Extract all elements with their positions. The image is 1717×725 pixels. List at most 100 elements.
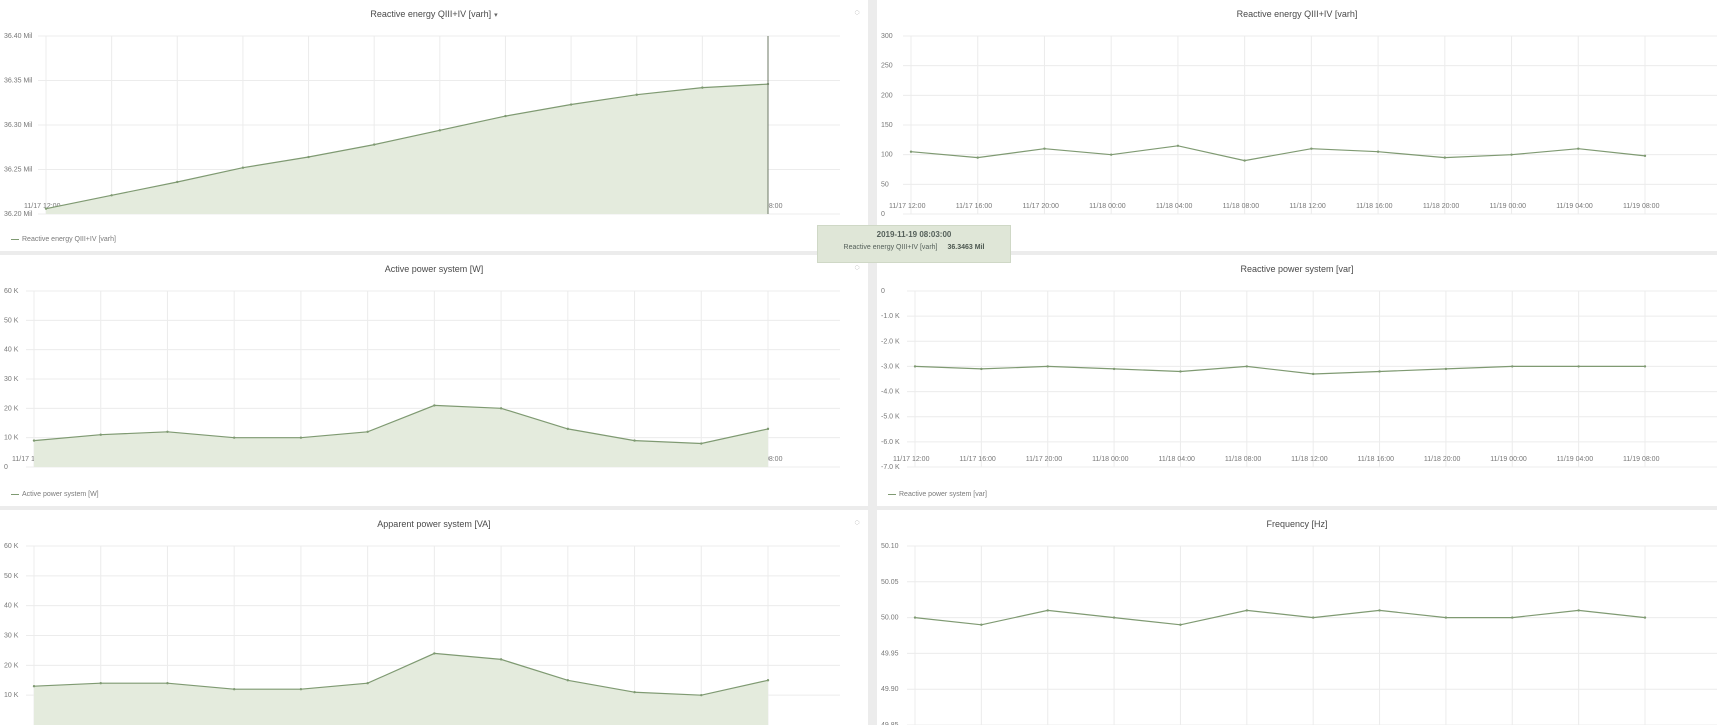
- data-point[interactable]: [32, 439, 36, 442]
- data-point[interactable]: [166, 430, 169, 433]
- series-line[interactable]: [45, 83, 769, 210]
- data-point[interactable]: [1245, 365, 1249, 368]
- series-line[interactable]: [33, 652, 769, 696]
- data-point[interactable]: [1311, 616, 1315, 619]
- data-point[interactable]: [569, 103, 573, 106]
- data-point[interactable]: [372, 143, 376, 146]
- data-point[interactable]: [499, 407, 503, 410]
- x-tick-label: 11/19 04:00: [1557, 456, 1594, 463]
- data-point[interactable]: [99, 682, 102, 685]
- data-point[interactable]: [433, 652, 436, 655]
- data-point[interactable]: [1046, 609, 1049, 612]
- data-point[interactable]: [299, 436, 303, 439]
- data-point[interactable]: [1112, 616, 1116, 619]
- legend-item[interactable]: Reactive energy QIII+IV [varh]: [11, 236, 116, 243]
- data-point[interactable]: [1577, 365, 1580, 368]
- series-line[interactable]: [914, 609, 1646, 626]
- data-point[interactable]: [1109, 153, 1113, 156]
- data-point[interactable]: [241, 166, 245, 169]
- data-point[interactable]: [32, 685, 36, 688]
- panel-title-text[interactable]: Active power system [W]: [384, 264, 484, 274]
- data-point[interactable]: [635, 93, 638, 96]
- data-point[interactable]: [913, 365, 917, 368]
- series-line[interactable]: [914, 365, 1645, 375]
- data-point[interactable]: [499, 658, 503, 661]
- legend-item[interactable]: Active power system [W]: [11, 491, 99, 498]
- data-point[interactable]: [1043, 147, 1046, 150]
- data-point[interactable]: [700, 693, 703, 697]
- data-point[interactable]: [1643, 616, 1647, 619]
- data-point[interactable]: [1311, 372, 1315, 376]
- data-point[interactable]: [307, 155, 310, 159]
- data-point[interactable]: [1179, 623, 1182, 626]
- data-point[interactable]: [1443, 156, 1447, 159]
- data-point[interactable]: [1179, 370, 1182, 373]
- data-point[interactable]: [433, 404, 436, 407]
- data-point[interactable]: [976, 156, 979, 159]
- data-point[interactable]: [1444, 367, 1448, 371]
- x-tick-label: 11/18 04:00: [1158, 456, 1195, 463]
- panel-title-text[interactable]: Reactive power system [var]: [1240, 264, 1354, 274]
- data-point[interactable]: [1310, 147, 1313, 150]
- y-tick-label: -7.0 K: [881, 464, 900, 471]
- data-point[interactable]: [980, 623, 983, 626]
- data-point[interactable]: [1511, 365, 1514, 368]
- data-point[interactable]: [504, 114, 507, 118]
- data-point[interactable]: [1243, 159, 1246, 162]
- data-point[interactable]: [766, 679, 770, 682]
- data-point[interactable]: [566, 427, 570, 431]
- data-point[interactable]: [110, 194, 113, 197]
- data-point[interactable]: [1511, 616, 1514, 619]
- data-point[interactable]: [1643, 154, 1647, 158]
- data-point[interactable]: [1376, 150, 1380, 153]
- data-point[interactable]: [366, 430, 369, 433]
- series-line[interactable]: [910, 145, 1646, 162]
- data-point[interactable]: [1577, 609, 1580, 612]
- data-point[interactable]: [1510, 153, 1513, 156]
- panel-title[interactable]: Active power system [W]: [0, 264, 868, 274]
- data-point[interactable]: [566, 679, 570, 682]
- data-point[interactable]: [438, 129, 442, 132]
- data-point[interactable]: [1643, 365, 1647, 368]
- data-point[interactable]: [913, 616, 917, 619]
- data-point[interactable]: [1245, 609, 1249, 612]
- data-point[interactable]: [1378, 609, 1381, 612]
- data-point[interactable]: [232, 436, 236, 439]
- series-area: [34, 653, 768, 725]
- data-point[interactable]: [99, 433, 102, 436]
- data-point[interactable]: [1046, 365, 1049, 368]
- data-point[interactable]: [766, 427, 770, 431]
- panel-title[interactable]: Apparent power system [VA]: [0, 519, 868, 529]
- x-tick-label: 11/18 12:00: [1291, 456, 1328, 463]
- data-point[interactable]: [176, 180, 179, 184]
- data-point[interactable]: [1176, 144, 1180, 147]
- data-point[interactable]: [299, 688, 303, 691]
- data-point[interactable]: [633, 690, 636, 694]
- x-tick-label: 11/19 00:00: [1490, 203, 1527, 210]
- data-point[interactable]: [1112, 367, 1116, 371]
- data-point[interactable]: [1444, 616, 1448, 619]
- legend-item[interactable]: Reactive power system [var]: [888, 491, 987, 498]
- data-point[interactable]: [909, 150, 913, 153]
- series-line[interactable]: [33, 404, 769, 445]
- data-point[interactable]: [366, 682, 369, 685]
- panel-title-text[interactable]: Reactive energy QIII+IV [varh]: [370, 9, 492, 19]
- panel-title-text[interactable]: Apparent power system [VA]: [377, 519, 491, 529]
- panel-title[interactable]: Frequency [Hz]: [877, 519, 1717, 529]
- data-point[interactable]: [1577, 147, 1580, 150]
- panel-title[interactable]: Reactive energy QIII+IV [varh]: [877, 9, 1717, 19]
- data-point[interactable]: [701, 86, 704, 89]
- data-point[interactable]: [700, 442, 703, 445]
- data-point[interactable]: [232, 688, 236, 691]
- data-point[interactable]: [166, 682, 169, 685]
- data-point[interactable]: [980, 367, 983, 371]
- panel-title[interactable]: Reactive power system [var]: [877, 264, 1717, 274]
- tooltip-row: Reactive energy QIII+IV [varh] 36.3463 Mi…: [818, 244, 1010, 251]
- panel-title-text[interactable]: Frequency [Hz]: [1266, 519, 1328, 529]
- panel-title-text[interactable]: Reactive energy QIII+IV [varh]: [1236, 9, 1358, 19]
- data-point[interactable]: [633, 439, 636, 442]
- panel-title[interactable]: Reactive energy QIII+IV [varh] ▾: [0, 9, 868, 19]
- data-point[interactable]: [44, 207, 48, 210]
- chevron-down-icon[interactable]: ▾: [494, 12, 498, 19]
- data-point[interactable]: [1378, 370, 1381, 373]
